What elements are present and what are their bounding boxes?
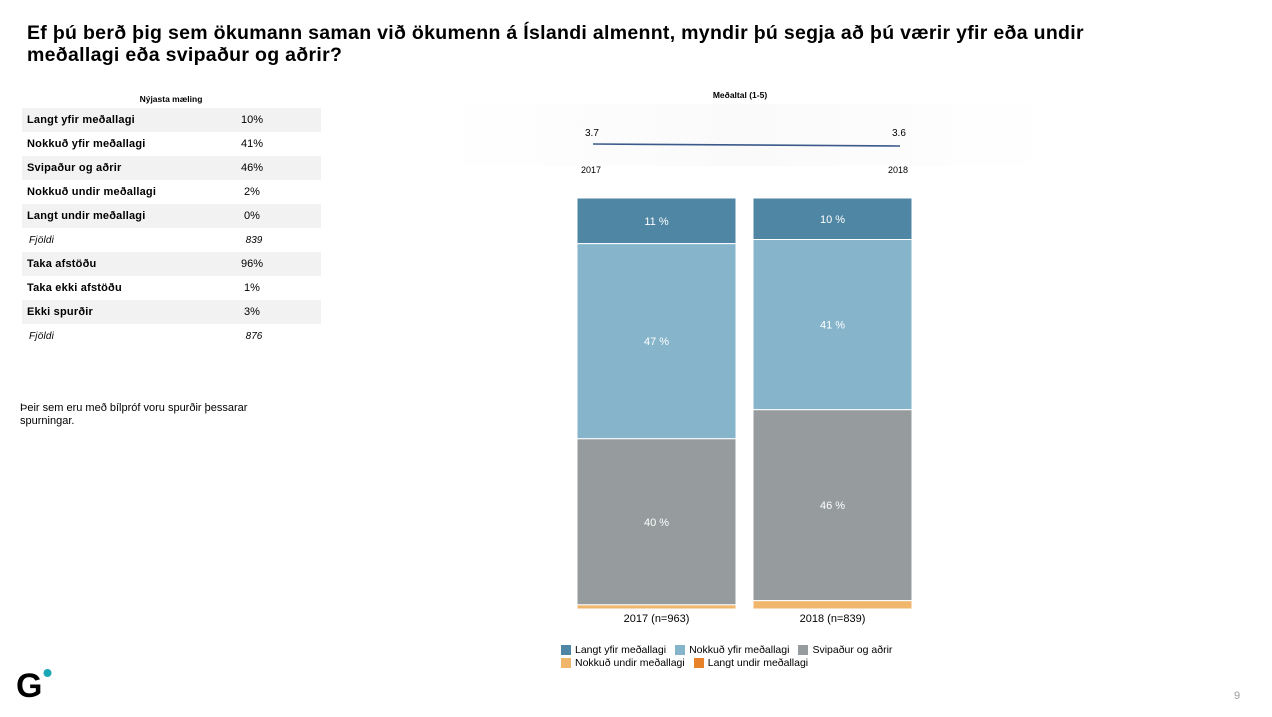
bar-data-label: 11 % (644, 216, 668, 228)
mean-panel (437, 104, 1055, 166)
table-row: Nokkuð undir meðallagi 2% (22, 180, 321, 204)
table-row-label: Nokkuð yfir meðallagi (27, 138, 146, 150)
bar-segment (752, 600, 913, 610)
table-row-value: 46% (240, 162, 264, 174)
table-row-label: Fjöldi (29, 330, 55, 342)
table-row-value: 839 (245, 234, 263, 246)
table-row-label: Taka ekki afstöðu (27, 282, 122, 294)
bar-segment (576, 197, 737, 245)
slide-title: Ef þú berð þig sem ökumann saman við öku… (27, 22, 1084, 66)
legend-item: Svipaður og aðrir (798, 644, 892, 656)
bar-segment (576, 438, 737, 606)
mean-value-2018: 3.6 (892, 128, 906, 139)
table-row: Svipaður og aðrir 46% (22, 156, 321, 180)
table-row-value: 876 (245, 330, 263, 342)
legend-swatch (561, 644, 571, 655)
legend-swatch (675, 644, 686, 655)
mean-title: Meðaltal (1-5) (712, 90, 768, 100)
table-row-value: 10% (240, 114, 264, 126)
summary-table: Langt yfir meðallagi 10% Nokkuð yfir meðal… (22, 108, 321, 348)
bar-data-label: 10 % (820, 214, 845, 226)
legend-label: Svipaður og aðrir (812, 643, 893, 656)
legend-label: Nokkuð yfir meðallagi (689, 643, 790, 656)
bar-data-label: 41 % (820, 320, 845, 332)
table-row-label: Ekki spurðir (27, 306, 93, 318)
legend-swatch (798, 644, 809, 655)
legend-swatch (693, 657, 704, 668)
footnote: Þeir sem eru með bílpróf voru spurðir þe… (20, 402, 248, 427)
table-row: Nokkuð yfir meðallagi 41% (22, 132, 321, 156)
bar-segment (752, 409, 913, 602)
table-row-value: 1% (244, 282, 260, 294)
legend-label: Langt yfir meðallagi (575, 643, 667, 656)
logo-letter: G (16, 667, 42, 701)
legend-item: Langt yfir meðallagi (561, 644, 666, 656)
table-row-label: Taka afstöðu (27, 258, 97, 270)
category-label: 2017 (n=963) (624, 613, 690, 625)
table-row-label: Svipaður og aðrir (27, 162, 122, 174)
bar-data-label: 47 % (644, 336, 669, 348)
category-label: 2018 (n=839) (800, 613, 866, 625)
table-row: Langt yfir meðallagi 10% (22, 108, 321, 132)
company-logo: G (16, 667, 52, 701)
legend-label: Nokkuð undir meðallagi (575, 656, 685, 669)
mean-year-2018: 2018 (888, 165, 909, 175)
table-row: Fjöldi 876 (22, 324, 321, 348)
mean-year-2017: 2017 (581, 165, 602, 175)
table-row: Langt undir meðallagi 0% (22, 204, 321, 228)
legend-swatch (561, 657, 571, 668)
legend-item: Langt undir meðallagi (693, 656, 809, 669)
table-row-label: Nokkuð undir meðallagi (27, 186, 157, 198)
bar-data-label: 40 % (644, 517, 669, 529)
table-row-value: 2% (244, 186, 260, 198)
table-row-value: 96% (240, 258, 264, 270)
table-row-label: Langt yfir meðallagi (27, 114, 135, 126)
bar-segment (752, 197, 913, 241)
table-row-value: 41% (240, 138, 264, 150)
legend-item: Nokkuð undir meðallagi (561, 657, 685, 669)
bar-segment (576, 243, 737, 440)
table-row-value: 0% (244, 210, 260, 222)
page-number: 9 (1234, 690, 1241, 702)
logo-dot (43, 669, 52, 677)
chart-legend: Langt yfir meðallagi Nokkuð yfir meðallag… (561, 643, 901, 669)
table-row: Fjöldi 839 (22, 228, 321, 252)
bar-segment (752, 239, 913, 411)
table-row-label: Fjöldi (29, 234, 55, 246)
bar-data-label: 46 % (820, 500, 845, 512)
table-row: Taka ekki afstöðu 1% (22, 276, 321, 300)
table-row: Ekki spurðir 3% (22, 300, 321, 324)
legend-label: Langt undir meðallagi (707, 656, 809, 669)
bar-segment (576, 604, 737, 610)
table-row-label: Langt undir meðallagi (27, 210, 146, 222)
legend-item: Nokkuð yfir meðallagi (675, 644, 789, 656)
table-heading: Nýjasta mæling (139, 94, 203, 104)
table-row: Taka afstöðu 96% (22, 252, 321, 276)
mean-line (592, 143, 901, 147)
mean-value-2017: 3.7 (585, 128, 599, 139)
table-row-value: 3% (244, 306, 260, 318)
